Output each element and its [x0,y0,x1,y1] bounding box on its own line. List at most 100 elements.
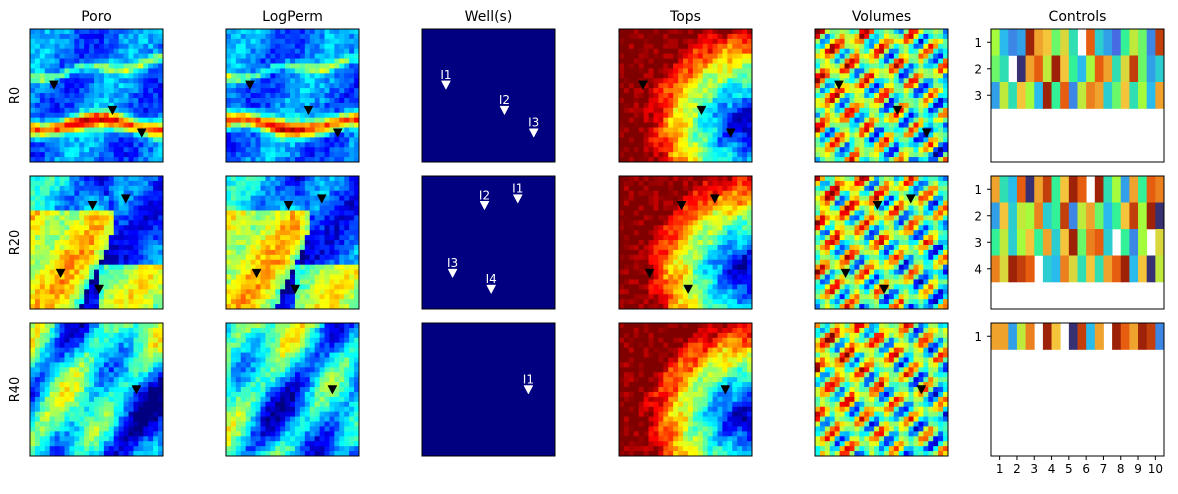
heatmap-cell [938,137,943,142]
heatmap-cell [688,128,693,133]
heatmap-cell [703,225,708,230]
heatmap-cell [879,73,884,78]
heatmap-cell [879,54,884,59]
heatmap-cell [668,29,673,34]
heatmap-cell [290,225,295,230]
heatmap-cell [60,103,65,108]
heatmap-cell [339,230,344,235]
heatmap-cell [673,147,678,152]
heatmap-cell [69,191,74,196]
heatmap-cell [874,113,879,118]
heatmap-cell [45,88,50,93]
heatmap-cell [315,181,320,186]
heatmap-cell [270,284,275,289]
heatmap-cell [899,147,904,152]
heatmap-cell [40,250,45,255]
heatmap-cell [894,78,899,83]
heatmap-cell [653,68,658,73]
heatmap-cell [295,98,300,103]
heatmap-cell [114,186,119,191]
heatmap-cell [879,98,884,103]
heatmap-cell [869,88,874,93]
heatmap-cell [698,63,703,68]
heatmap-cell [918,49,923,54]
heatmap-cell [928,78,933,83]
heatmap-cell [270,225,275,230]
heatmap-cell [845,113,850,118]
heatmap-cell [849,68,854,73]
heatmap-cell [840,29,845,34]
control-cell [1121,56,1130,83]
heatmap-cell [109,265,114,270]
heatmap-cell [305,132,310,137]
heatmap-cell [84,128,89,133]
heatmap-cell [300,63,305,68]
heatmap-cell [698,289,703,294]
heatmap-cell [129,245,134,250]
heatmap-cell [256,108,261,113]
heatmap-cell [737,98,742,103]
heatmap-cell [825,93,830,98]
heatmap-cell [270,265,275,270]
heatmap-cell [99,88,104,93]
heatmap-cell [300,39,305,44]
heatmap-cell [619,132,624,137]
heatmap-cell [619,59,624,64]
heatmap-cell [30,93,35,98]
heatmap-cell [60,44,65,49]
heatmap-cell [668,128,673,133]
heatmap-cell [668,206,673,211]
heatmap-cell [295,49,300,54]
heatmap-cell [344,260,349,265]
heatmap-cell [138,137,143,142]
heatmap-cell [99,215,104,220]
heatmap-cell [138,260,143,265]
heatmap-cell [693,73,698,78]
heatmap-cell [40,201,45,206]
heatmap-cell [290,44,295,49]
heatmap-cell [688,59,693,64]
heatmap-cell [869,44,874,49]
heatmap-cell [634,49,639,54]
heatmap-cell [84,225,89,230]
heatmap-cell [874,63,879,68]
heatmap-cell [226,235,231,240]
heatmap-cell [840,128,845,133]
heatmap-cell [310,88,315,93]
heatmap-cell [344,123,349,128]
heatmap-cell [148,294,153,299]
heatmap-cell [285,220,290,225]
heatmap-cell [933,54,938,59]
heatmap-cell [265,275,270,280]
heatmap-cell [270,260,275,265]
heatmap-cell [138,103,143,108]
heatmap-cell [94,206,99,211]
heatmap-cell [320,279,325,284]
heatmap-cell [119,270,124,275]
heatmap-cell [938,83,943,88]
heatmap-cell [129,88,134,93]
heatmap-cell [295,235,300,240]
heatmap-cell [310,29,315,34]
heatmap-cell [104,59,109,64]
heatmap-cell [138,83,143,88]
heatmap-cell [629,39,634,44]
heatmap-cell [708,73,713,78]
heatmap-cell [109,215,114,220]
heatmap-cell [334,235,339,240]
heatmap-cell [285,270,290,275]
heatmap-cell [815,78,820,83]
heatmap-cell [644,196,649,201]
heatmap-cell [315,63,320,68]
heatmap-cell [889,68,894,73]
heatmap-cell [864,118,869,123]
heatmap-cell [663,220,668,225]
heatmap-cell [30,142,35,147]
heatmap-cell [639,220,644,225]
heatmap-cell [683,230,688,235]
heatmap-cell [869,63,874,68]
heatmap-cell [310,245,315,250]
heatmap-cell [688,132,693,137]
heatmap-cell [99,279,104,284]
heatmap-cell [129,225,134,230]
